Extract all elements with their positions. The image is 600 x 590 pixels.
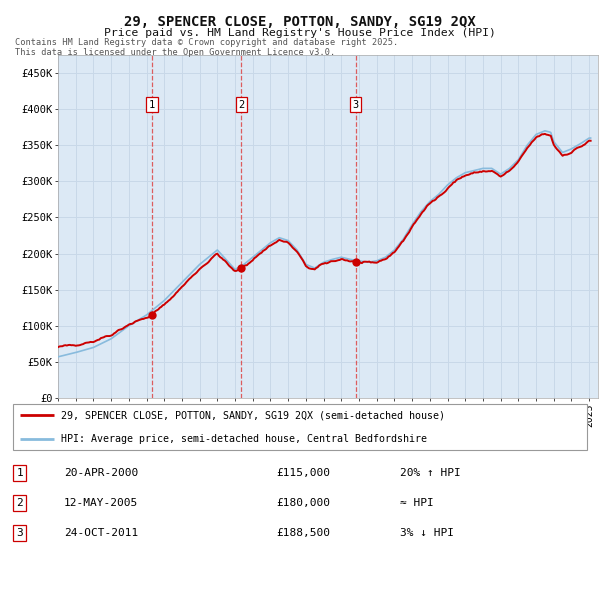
Text: 12-MAY-2005: 12-MAY-2005 <box>64 498 138 508</box>
Text: 1: 1 <box>16 468 23 478</box>
Text: £188,500: £188,500 <box>277 528 331 538</box>
Text: 3: 3 <box>352 100 359 110</box>
Text: Price paid vs. HM Land Registry's House Price Index (HPI): Price paid vs. HM Land Registry's House … <box>104 28 496 38</box>
Text: 20% ↑ HPI: 20% ↑ HPI <box>400 468 461 478</box>
Text: 2: 2 <box>16 498 23 508</box>
FancyBboxPatch shape <box>13 404 587 450</box>
Text: 2: 2 <box>238 100 245 110</box>
Text: HPI: Average price, semi-detached house, Central Bedfordshire: HPI: Average price, semi-detached house,… <box>61 434 427 444</box>
Text: £180,000: £180,000 <box>277 498 331 508</box>
Text: Contains HM Land Registry data © Crown copyright and database right 2025.
This d: Contains HM Land Registry data © Crown c… <box>15 38 398 57</box>
Text: 29, SPENCER CLOSE, POTTON, SANDY, SG19 2QX: 29, SPENCER CLOSE, POTTON, SANDY, SG19 2… <box>124 15 476 29</box>
Text: £115,000: £115,000 <box>277 468 331 478</box>
Text: 20-APR-2000: 20-APR-2000 <box>64 468 138 478</box>
Text: ≈ HPI: ≈ HPI <box>400 498 434 508</box>
Text: 3% ↓ HPI: 3% ↓ HPI <box>400 528 454 538</box>
Text: 1: 1 <box>149 100 155 110</box>
Text: 3: 3 <box>16 528 23 538</box>
Text: 24-OCT-2011: 24-OCT-2011 <box>64 528 138 538</box>
Text: 29, SPENCER CLOSE, POTTON, SANDY, SG19 2QX (semi-detached house): 29, SPENCER CLOSE, POTTON, SANDY, SG19 2… <box>61 410 445 420</box>
